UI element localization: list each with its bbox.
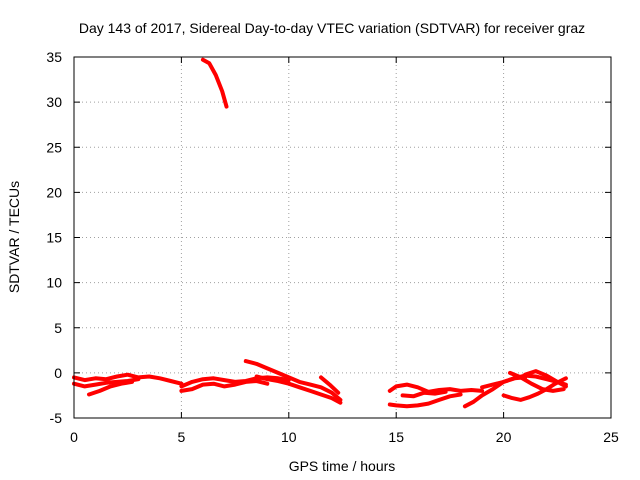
x-tick-label: 10 [281,429,297,445]
series-arc-p [523,369,568,389]
x-tick-labels: 0 5 10 15 20 25 [70,429,619,445]
series-arc-l [400,389,448,399]
y-tick-label: 5 [54,320,62,336]
x-tick-label: 25 [603,429,619,445]
x-tick-label: 20 [496,429,512,445]
y-tick-label: 25 [46,139,62,155]
y-tick-label: 0 [54,365,62,381]
data-traces [72,57,568,409]
series-arc-h [319,375,341,395]
series-arc-k [387,392,463,409]
series-arc-q [508,370,566,393]
grid-lines [74,57,611,418]
series-arc-g [254,374,343,405]
x-tick-label: 15 [388,429,404,445]
y-tick-label: 30 [46,94,62,110]
y-tick-label: 10 [46,275,62,291]
series-arc-e [179,379,270,393]
x-tick-label: 5 [178,429,186,445]
series-arc-j [387,382,485,394]
x-axis-label: GPS time / hours [289,458,396,474]
y-axis-label: SDTVAR / TECUs [6,181,22,293]
series-arc-o [501,376,568,402]
series-arc-a [72,372,184,386]
axis-ticks [73,56,612,419]
y-tick-label: 15 [46,230,62,246]
y-tick-label: -5 [50,410,63,426]
series-arc-i [200,57,229,109]
y-tick-label: 35 [46,49,62,65]
series-arc-c [87,379,134,397]
y-tick-label: 20 [46,184,62,200]
chart-title: Day 143 of 2017, Sidereal Day-to-day VTE… [79,20,585,36]
series-arc-d [179,375,291,389]
x-tick-label: 0 [70,429,78,445]
series-arc-f [243,359,343,402]
y-tick-labels: -5 0 5 10 15 20 25 30 35 [46,49,62,426]
